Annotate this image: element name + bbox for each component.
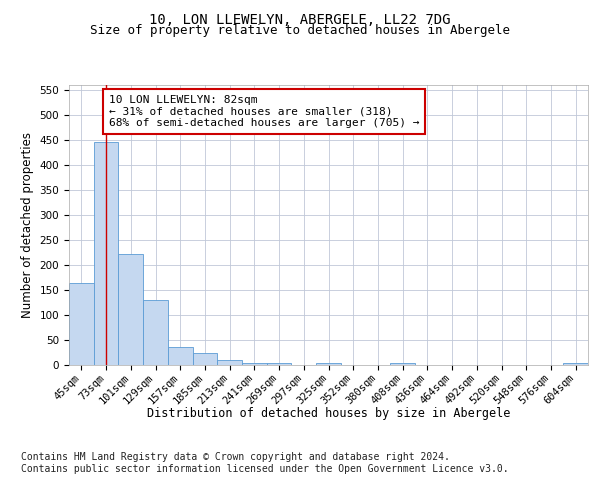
Text: Contains HM Land Registry data © Crown copyright and database right 2024.
Contai: Contains HM Land Registry data © Crown c… bbox=[21, 452, 509, 474]
Text: 10, LON LLEWELYN, ABERGELE, LL22 7DG: 10, LON LLEWELYN, ABERGELE, LL22 7DG bbox=[149, 12, 451, 26]
Text: Distribution of detached houses by size in Abergele: Distribution of detached houses by size … bbox=[147, 408, 511, 420]
Bar bbox=[118, 254, 143, 365]
Bar bbox=[267, 362, 292, 365]
Bar bbox=[316, 362, 341, 365]
Bar bbox=[94, 142, 118, 365]
Bar bbox=[242, 362, 267, 365]
Y-axis label: Number of detached properties: Number of detached properties bbox=[21, 132, 34, 318]
Bar bbox=[217, 360, 242, 365]
Bar bbox=[69, 282, 94, 365]
Text: 10 LON LLEWELYN: 82sqm
← 31% of detached houses are smaller (318)
68% of semi-de: 10 LON LLEWELYN: 82sqm ← 31% of detached… bbox=[109, 95, 419, 128]
Bar bbox=[193, 352, 217, 365]
Bar bbox=[390, 362, 415, 365]
Bar bbox=[168, 346, 193, 365]
Bar bbox=[563, 362, 588, 365]
Text: Size of property relative to detached houses in Abergele: Size of property relative to detached ho… bbox=[90, 24, 510, 37]
Bar bbox=[143, 300, 168, 365]
